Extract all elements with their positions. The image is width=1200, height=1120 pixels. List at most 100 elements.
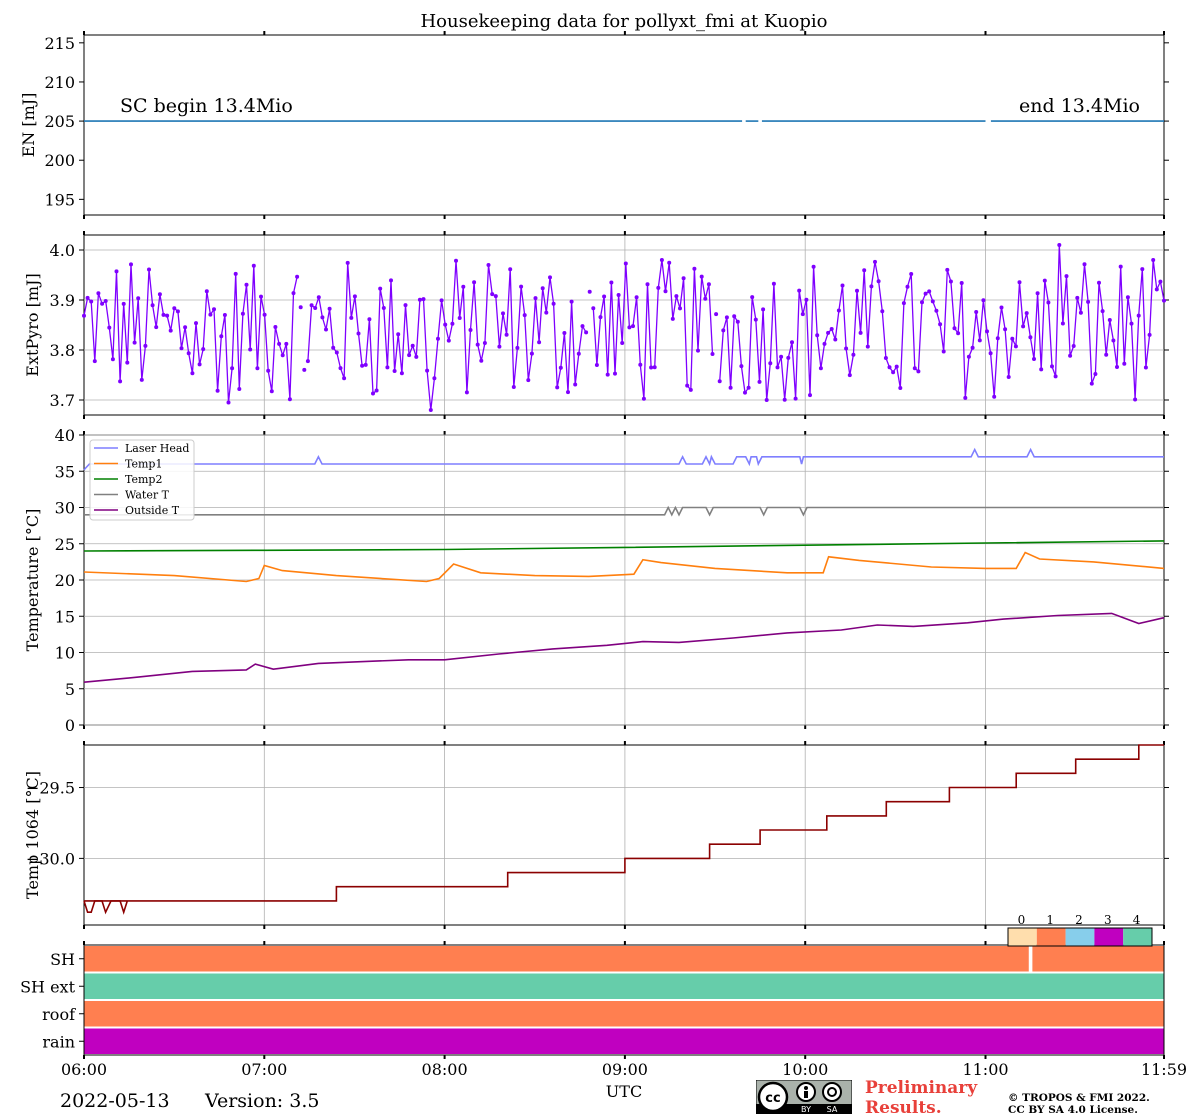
extpyro-point [916,369,921,374]
extpyro-point [1111,338,1116,343]
extpyro-point [638,362,643,367]
extpyro-point [446,338,451,343]
colorbar-swatch [1123,928,1152,946]
y-tick-label: 4.0 [50,241,75,260]
legend-label: Laser Head [125,442,189,455]
extpyro-point [157,292,162,297]
sc-end-annotation: end 13.4Mio [1019,95,1140,117]
extpyro-point [1158,279,1163,284]
extpyro-point [1097,280,1101,285]
colorbar-label: 3 [1104,913,1112,927]
extpyro-point [529,351,534,356]
extpyro-point [212,307,216,312]
extpyro-point [194,321,198,326]
panel-frame [83,234,1165,416]
y-tick-label: 15 [55,607,75,626]
extpyro-point [1006,375,1011,379]
extpyro-point [1046,300,1051,305]
extpyro-point [938,322,943,327]
extpyro-point [710,352,715,356]
extpyro-point [1060,321,1065,326]
extpyro-point [219,334,224,339]
extpyro-point [923,291,928,296]
extpyro-point [555,385,560,390]
colorbar-swatch [1036,928,1066,946]
extpyro-point [352,294,357,299]
extpyro-point [627,325,632,330]
extpyro-point [1089,381,1094,386]
extpyro-point [479,358,484,363]
extpyro-point [396,332,401,337]
extpyro-point [407,353,412,358]
extpyro-point [966,354,971,359]
extpyro-point [410,343,415,348]
extpyro-point [230,366,235,371]
extpyro-point [1075,295,1080,300]
legend-label: Temp1 [125,458,162,471]
extpyro-point [168,328,173,333]
extpyro-point [836,308,841,313]
extpyro-point [605,372,610,377]
extpyro-point [829,327,834,331]
y-axis-label: Temperature [°C] [23,509,42,652]
extpyro-point [1042,278,1047,283]
extpyro-point [284,341,289,346]
extpyro-point [201,347,206,352]
extpyro-point [251,263,256,268]
extpyro-point [641,396,646,401]
extpyro-point [898,386,903,390]
extpyro-point [1107,318,1112,322]
extpyro-point [616,293,621,297]
y-tick-label: 35 [55,462,75,481]
y-tick-label: 10 [55,644,75,663]
extpyro-point [1104,352,1109,357]
extpyro-point [920,300,924,305]
extpyro-point [934,308,939,313]
badge-by-label: BY [801,1105,811,1114]
status-row-label: SH [50,950,75,969]
extpyro-point [486,263,491,267]
extpyro-point [392,369,397,373]
extpyro-point [609,280,614,285]
extpyro-point [891,370,896,375]
extpyro-point [305,359,310,364]
extpyro-point [385,365,390,370]
extpyro-point [562,331,567,335]
extpyro-point [786,355,791,360]
extpyro-point [692,266,697,271]
figure-title: Housekeeping data for pollyxt_fmi at Kuo… [420,11,827,32]
extpyro-point [548,275,552,280]
extpyro-point [865,344,870,349]
extpyro-point [1147,332,1152,337]
status-row-label: rain [42,1032,75,1051]
extpyro-point [883,356,888,360]
extpyro-point [930,299,935,304]
extpyro-point [432,376,437,381]
extpyro-point [175,309,180,314]
extpyro-point [334,350,339,355]
y-axis-label: Temp 1064 [°C] [23,771,42,899]
extpyro-point [1071,344,1076,348]
extpyro-point [602,294,607,299]
extpyro-point [139,377,144,382]
extpyro-point [436,336,440,341]
extpyro-point [197,362,202,367]
x-axis-label: UTC [606,1082,642,1101]
temp2-series-line [83,540,1165,552]
sc-begin-annotation: SC begin 13.4Mio [120,95,293,117]
y-tick-label: −30.0 [26,849,75,868]
extpyro-point [100,301,105,306]
extpyro-point [291,291,296,296]
extpyro-point [1118,264,1123,269]
extpyro-point [511,385,516,389]
extpyro-point [248,347,253,352]
extpyro-point [356,331,361,336]
extpyro-point [576,351,581,356]
extpyro-point [233,271,238,276]
badge-sa-label: SA [827,1105,838,1114]
colorbar-swatch [1094,928,1124,946]
extpyro-point [706,282,711,287]
y-tick-label: 25 [55,535,75,554]
svg-text:cc: cc [765,1091,780,1106]
extpyro-point [1125,295,1130,300]
